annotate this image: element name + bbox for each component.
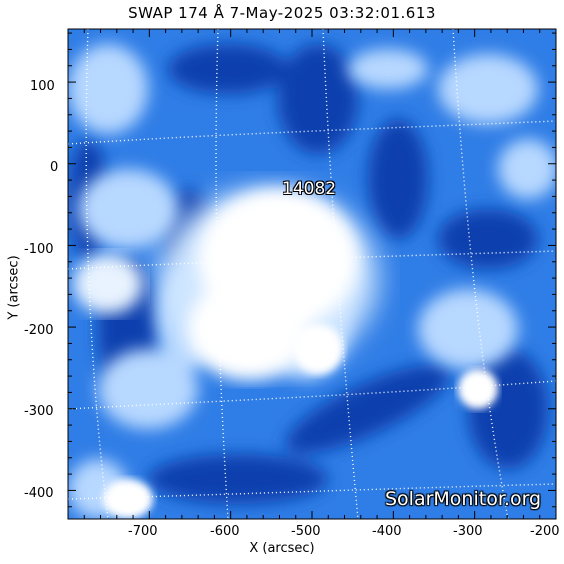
image-title: SWAP 174 Å 7-May-2025 03:32:01.613 bbox=[128, 4, 436, 22]
heliographic-grid bbox=[68, 29, 556, 519]
x-tick-label: -400 bbox=[372, 524, 402, 539]
x-tick-label: -300 bbox=[453, 524, 483, 539]
y-axis-label: Y (arcsec) bbox=[6, 255, 22, 320]
y-tick-label: -300 bbox=[24, 404, 54, 419]
y-tick-label: -200 bbox=[24, 323, 54, 338]
solar-image: 14082 bbox=[68, 29, 556, 519]
y-tick-label: -400 bbox=[24, 486, 54, 501]
y-tick-label: 0 bbox=[50, 160, 59, 175]
solarmonitor-watermark: SolarMonitor.org bbox=[385, 488, 542, 510]
swap-euv-image bbox=[68, 29, 556, 519]
x-tick-label: -200 bbox=[530, 524, 560, 539]
region-label: 14082 bbox=[282, 179, 337, 199]
y-tick-label: 100 bbox=[30, 79, 55, 94]
active-region-core bbox=[73, 189, 498, 519]
y-ticks bbox=[68, 32, 556, 508]
x-axis-label: X (arcsec) bbox=[249, 541, 315, 556]
y-tick-label: -100 bbox=[24, 242, 54, 257]
x-tick-label: -500 bbox=[291, 524, 321, 539]
light-plage bbox=[68, 44, 556, 519]
x-ticks bbox=[67, 29, 557, 519]
x-tick-label: -600 bbox=[210, 524, 240, 539]
x-tick-label: -700 bbox=[128, 524, 158, 539]
